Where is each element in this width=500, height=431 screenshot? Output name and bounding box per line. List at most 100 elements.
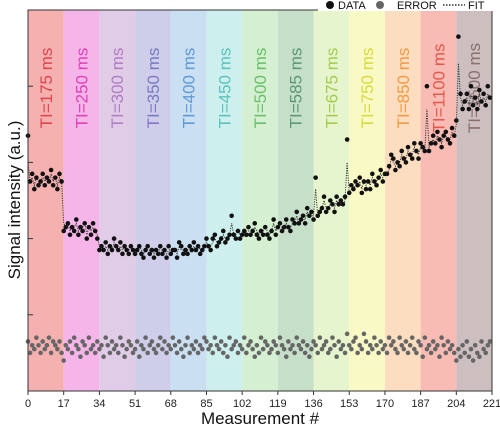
data-point — [447, 141, 453, 146]
error-point — [168, 346, 174, 352]
error-point — [449, 342, 455, 348]
error-point — [69, 350, 75, 356]
data-point — [139, 251, 144, 257]
error-point — [57, 339, 62, 344]
error-point — [397, 335, 402, 340]
data-point — [325, 205, 331, 211]
x-tick-label: 0 — [25, 398, 31, 410]
ti-band-label: TI=585 ms — [287, 48, 306, 129]
data-point — [290, 217, 295, 222]
error-point — [29, 342, 35, 348]
error-point — [365, 350, 371, 356]
error-point — [220, 350, 226, 356]
ti-band-label: TI=175 ms — [37, 48, 56, 129]
data-point — [265, 232, 270, 238]
error-point — [401, 346, 407, 352]
error-point — [202, 335, 207, 340]
error-point — [386, 335, 392, 340]
x-tick-label: 187 — [411, 398, 429, 410]
x-axis-label: Measurement # — [201, 409, 320, 428]
error-point — [86, 335, 92, 340]
error-point — [271, 339, 276, 344]
data-point — [451, 133, 457, 139]
legend-data-label: DATA — [338, 0, 366, 12]
error-point — [185, 335, 190, 340]
error-point — [40, 339, 45, 344]
error-point — [252, 354, 258, 360]
error-point — [479, 339, 484, 344]
error-point — [485, 342, 491, 348]
data-point — [468, 83, 474, 89]
data-point — [344, 137, 350, 142]
error-point — [92, 350, 98, 356]
data-point — [250, 228, 255, 234]
data-point — [386, 163, 392, 169]
error-point — [302, 350, 308, 356]
error-point — [130, 350, 136, 356]
ti-band — [420, 10, 457, 391]
data-point — [397, 163, 402, 169]
error-point — [90, 342, 96, 348]
data-point — [487, 95, 493, 100]
data-point — [136, 243, 142, 249]
error-point — [34, 335, 39, 340]
data-point — [405, 144, 411, 150]
data-point — [218, 236, 224, 241]
error-point — [218, 339, 224, 344]
ti-band-label: TI=850 ms — [394, 48, 413, 129]
data-point — [363, 186, 369, 192]
error-point — [275, 350, 281, 356]
data-point — [223, 240, 228, 245]
error-point — [378, 339, 384, 344]
error-point — [153, 350, 159, 356]
legend-error-label: ERROR — [397, 0, 437, 12]
error-point — [197, 342, 203, 348]
error-point — [229, 346, 234, 352]
error-point — [122, 354, 127, 360]
data-point — [311, 217, 316, 222]
error-point — [351, 339, 356, 344]
data-point — [254, 232, 260, 238]
x-tick-label: 51 — [129, 398, 141, 410]
error-point — [445, 339, 451, 344]
error-point — [212, 335, 218, 340]
data-point — [437, 137, 442, 142]
data-point — [479, 99, 484, 104]
error-point — [231, 342, 237, 348]
data-point — [283, 217, 289, 222]
x-tick-label: 119 — [269, 398, 287, 410]
error-point — [36, 342, 41, 348]
error-point — [454, 358, 459, 363]
data-point — [109, 247, 115, 253]
error-point — [376, 350, 381, 356]
error-point — [464, 339, 470, 344]
ti-band-label: TI=675 ms — [322, 48, 341, 129]
data-point — [340, 202, 346, 207]
x-tick-label: 170 — [376, 398, 394, 410]
error-point — [115, 350, 121, 356]
error-point — [244, 350, 249, 356]
error-point — [296, 342, 302, 348]
error-point — [76, 346, 81, 352]
ti-band — [28, 10, 64, 391]
data-point — [258, 228, 264, 234]
data-point — [298, 217, 304, 222]
y-axis-ticks — [28, 9, 33, 316]
error-point — [319, 346, 325, 352]
error-point — [458, 354, 463, 360]
error-point — [174, 350, 180, 356]
data-point — [321, 194, 327, 199]
data-point — [164, 255, 169, 260]
ti-band — [170, 10, 207, 391]
x-axis-ticks: 0 17 34 51 68 85 102 119 136 153 170 187 204 221 — [25, 391, 500, 410]
error-point — [235, 350, 241, 356]
data-point — [439, 144, 444, 150]
error-point — [99, 342, 104, 348]
data-point — [59, 179, 64, 184]
error-point — [46, 335, 52, 340]
data-point — [61, 228, 66, 234]
error-point — [321, 342, 327, 348]
data-point — [94, 236, 100, 241]
error-point — [44, 342, 50, 348]
data-point — [172, 247, 178, 253]
